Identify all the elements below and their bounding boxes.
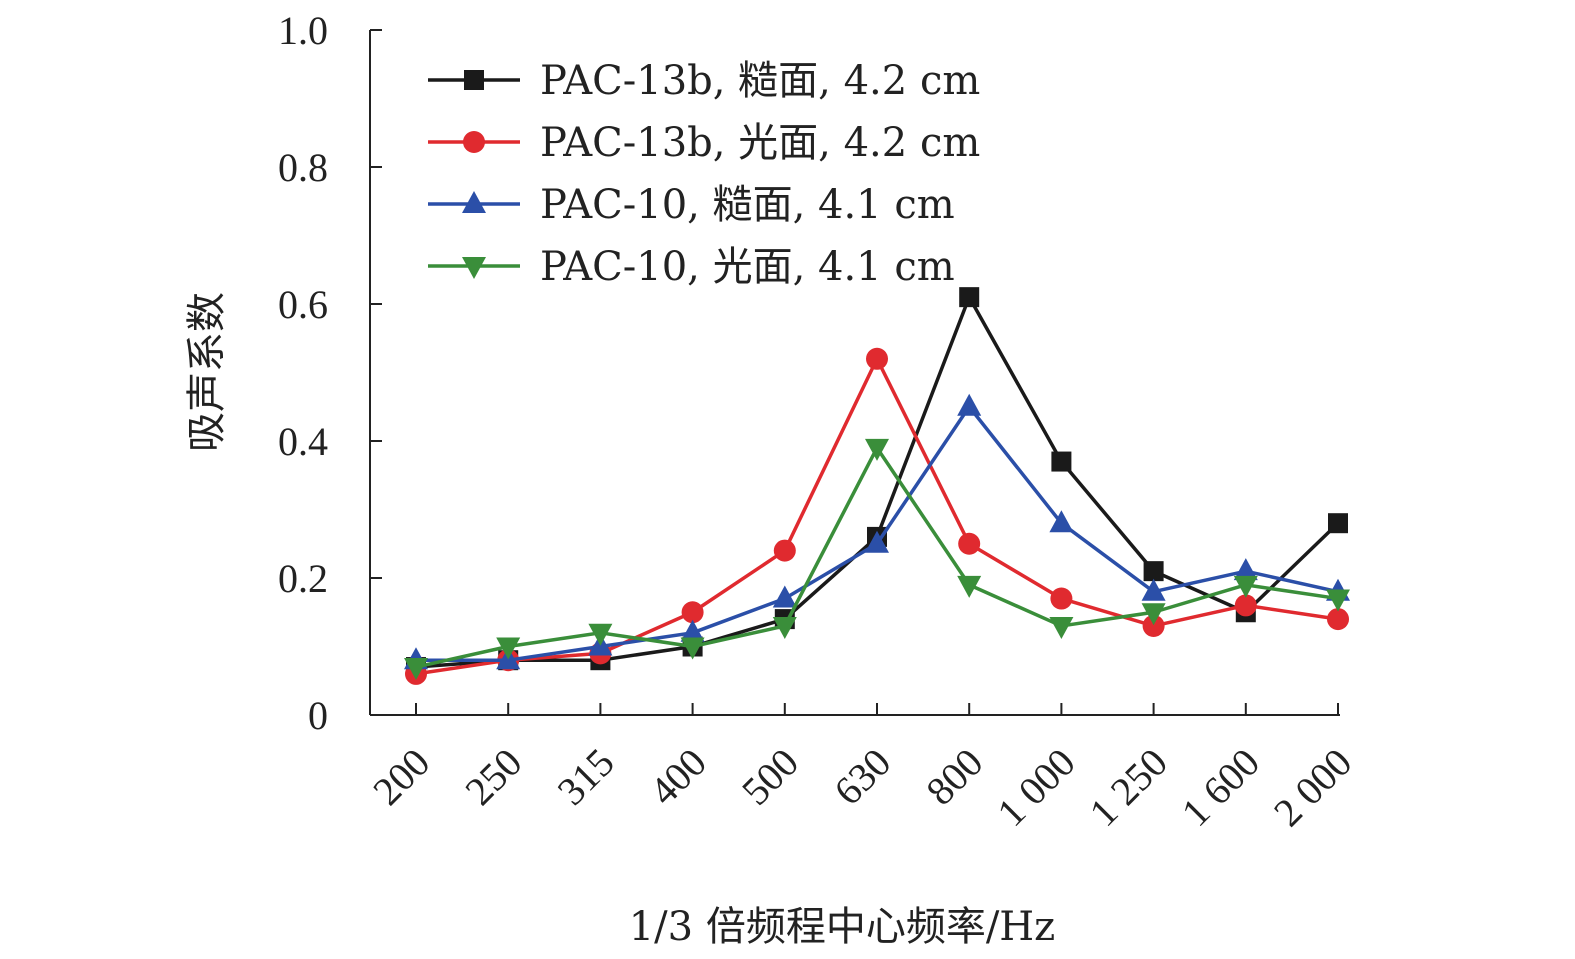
- data-point: [959, 287, 980, 308]
- legend: PAC-13b, 糙面, 4.2 cm PAC-13b, 光面, 4.2 cm PA…: [428, 58, 980, 290]
- series-3: [404, 393, 1350, 670]
- legend-marker: [464, 70, 484, 90]
- data-point: [958, 532, 981, 555]
- legend-marker: [463, 131, 485, 153]
- x-tick-label: 1 600: [1173, 740, 1268, 835]
- legend-marker: [462, 191, 486, 213]
- series-line: [415, 357, 1339, 676]
- data-point: [1050, 587, 1073, 610]
- data-point: [1049, 616, 1074, 639]
- legend-label: PAC-13b, 光面, 4.2 cm: [540, 120, 980, 166]
- data-point: [404, 658, 428, 681]
- legend-item: PAC-13b, 糙面, 4.2 cm: [428, 58, 980, 104]
- data-point: [772, 585, 797, 608]
- data-point: [957, 575, 982, 598]
- data-point: [773, 539, 796, 562]
- data-point: [1141, 603, 1166, 626]
- data-point: [1233, 558, 1258, 581]
- data-point: [1142, 614, 1165, 637]
- x-tick-label: 2 000: [1265, 740, 1360, 835]
- series-layer: [404, 287, 1350, 685]
- y-tick-label: 0.6: [278, 282, 328, 327]
- legend-label: PAC-10, 糙面, 4.1 cm: [540, 182, 955, 228]
- y-axis-title: 吸声系数: [184, 292, 230, 452]
- data-point: [1326, 589, 1350, 612]
- x-tick-label: 250: [456, 740, 530, 814]
- axes: [369, 30, 1340, 716]
- legend-item: PAC-10, 光面, 4.1 cm: [428, 244, 955, 290]
- legend-label: PAC-13b, 糙面, 4.2 cm: [540, 58, 980, 104]
- y-ticks: 0 0.2 0.4 0.6 0.8 1.0: [278, 8, 382, 738]
- data-point: [865, 530, 889, 553]
- data-point: [1328, 513, 1348, 534]
- series-line: [415, 446, 1339, 669]
- data-point: [865, 438, 889, 461]
- x-axis-title: 1/3 倍频程中心频率/Hz: [629, 904, 1056, 950]
- x-tick-label: 400: [641, 740, 715, 814]
- x-tick-label: 200: [364, 740, 438, 814]
- data-point: [1049, 510, 1074, 533]
- x-tick-label: 630: [825, 740, 899, 814]
- data-point: [1327, 608, 1349, 631]
- data-point: [1143, 561, 1164, 582]
- y-tick-label: 0.8: [278, 145, 328, 190]
- data-point: [866, 347, 888, 370]
- x-tick-label: 315: [549, 740, 623, 814]
- data-point: [496, 637, 521, 660]
- y-tick-label: 0.4: [278, 419, 328, 464]
- data-point: [681, 601, 704, 624]
- legend-marker: [462, 257, 486, 279]
- x-tick-label: 1 000: [988, 740, 1083, 835]
- series-2: [405, 347, 1349, 685]
- data-point: [957, 393, 982, 416]
- legend-item: PAC-10, 糙面, 4.1 cm: [428, 182, 955, 228]
- x-tick-label: 800: [917, 740, 991, 814]
- x-tick-label: 1 250: [1081, 740, 1176, 835]
- legend-label: PAC-10, 光面, 4.1 cm: [540, 244, 955, 290]
- legend-item: PAC-13b, 光面, 4.2 cm: [428, 120, 980, 166]
- y-tick-label: 0.2: [278, 556, 328, 601]
- data-point: [1051, 451, 1072, 472]
- series-1: [406, 287, 1348, 678]
- data-point: [1234, 594, 1257, 617]
- y-tick-label: 1.0: [278, 8, 328, 53]
- x-tick-label: 500: [733, 740, 807, 814]
- data-point: [1233, 575, 1258, 598]
- data-point: [1141, 578, 1166, 601]
- data-point: [772, 616, 797, 639]
- data-point: [680, 619, 705, 642]
- series-4: [404, 438, 1350, 681]
- data-point: [680, 637, 705, 660]
- y-tick-label: 0: [308, 693, 328, 738]
- data-point: [588, 623, 613, 646]
